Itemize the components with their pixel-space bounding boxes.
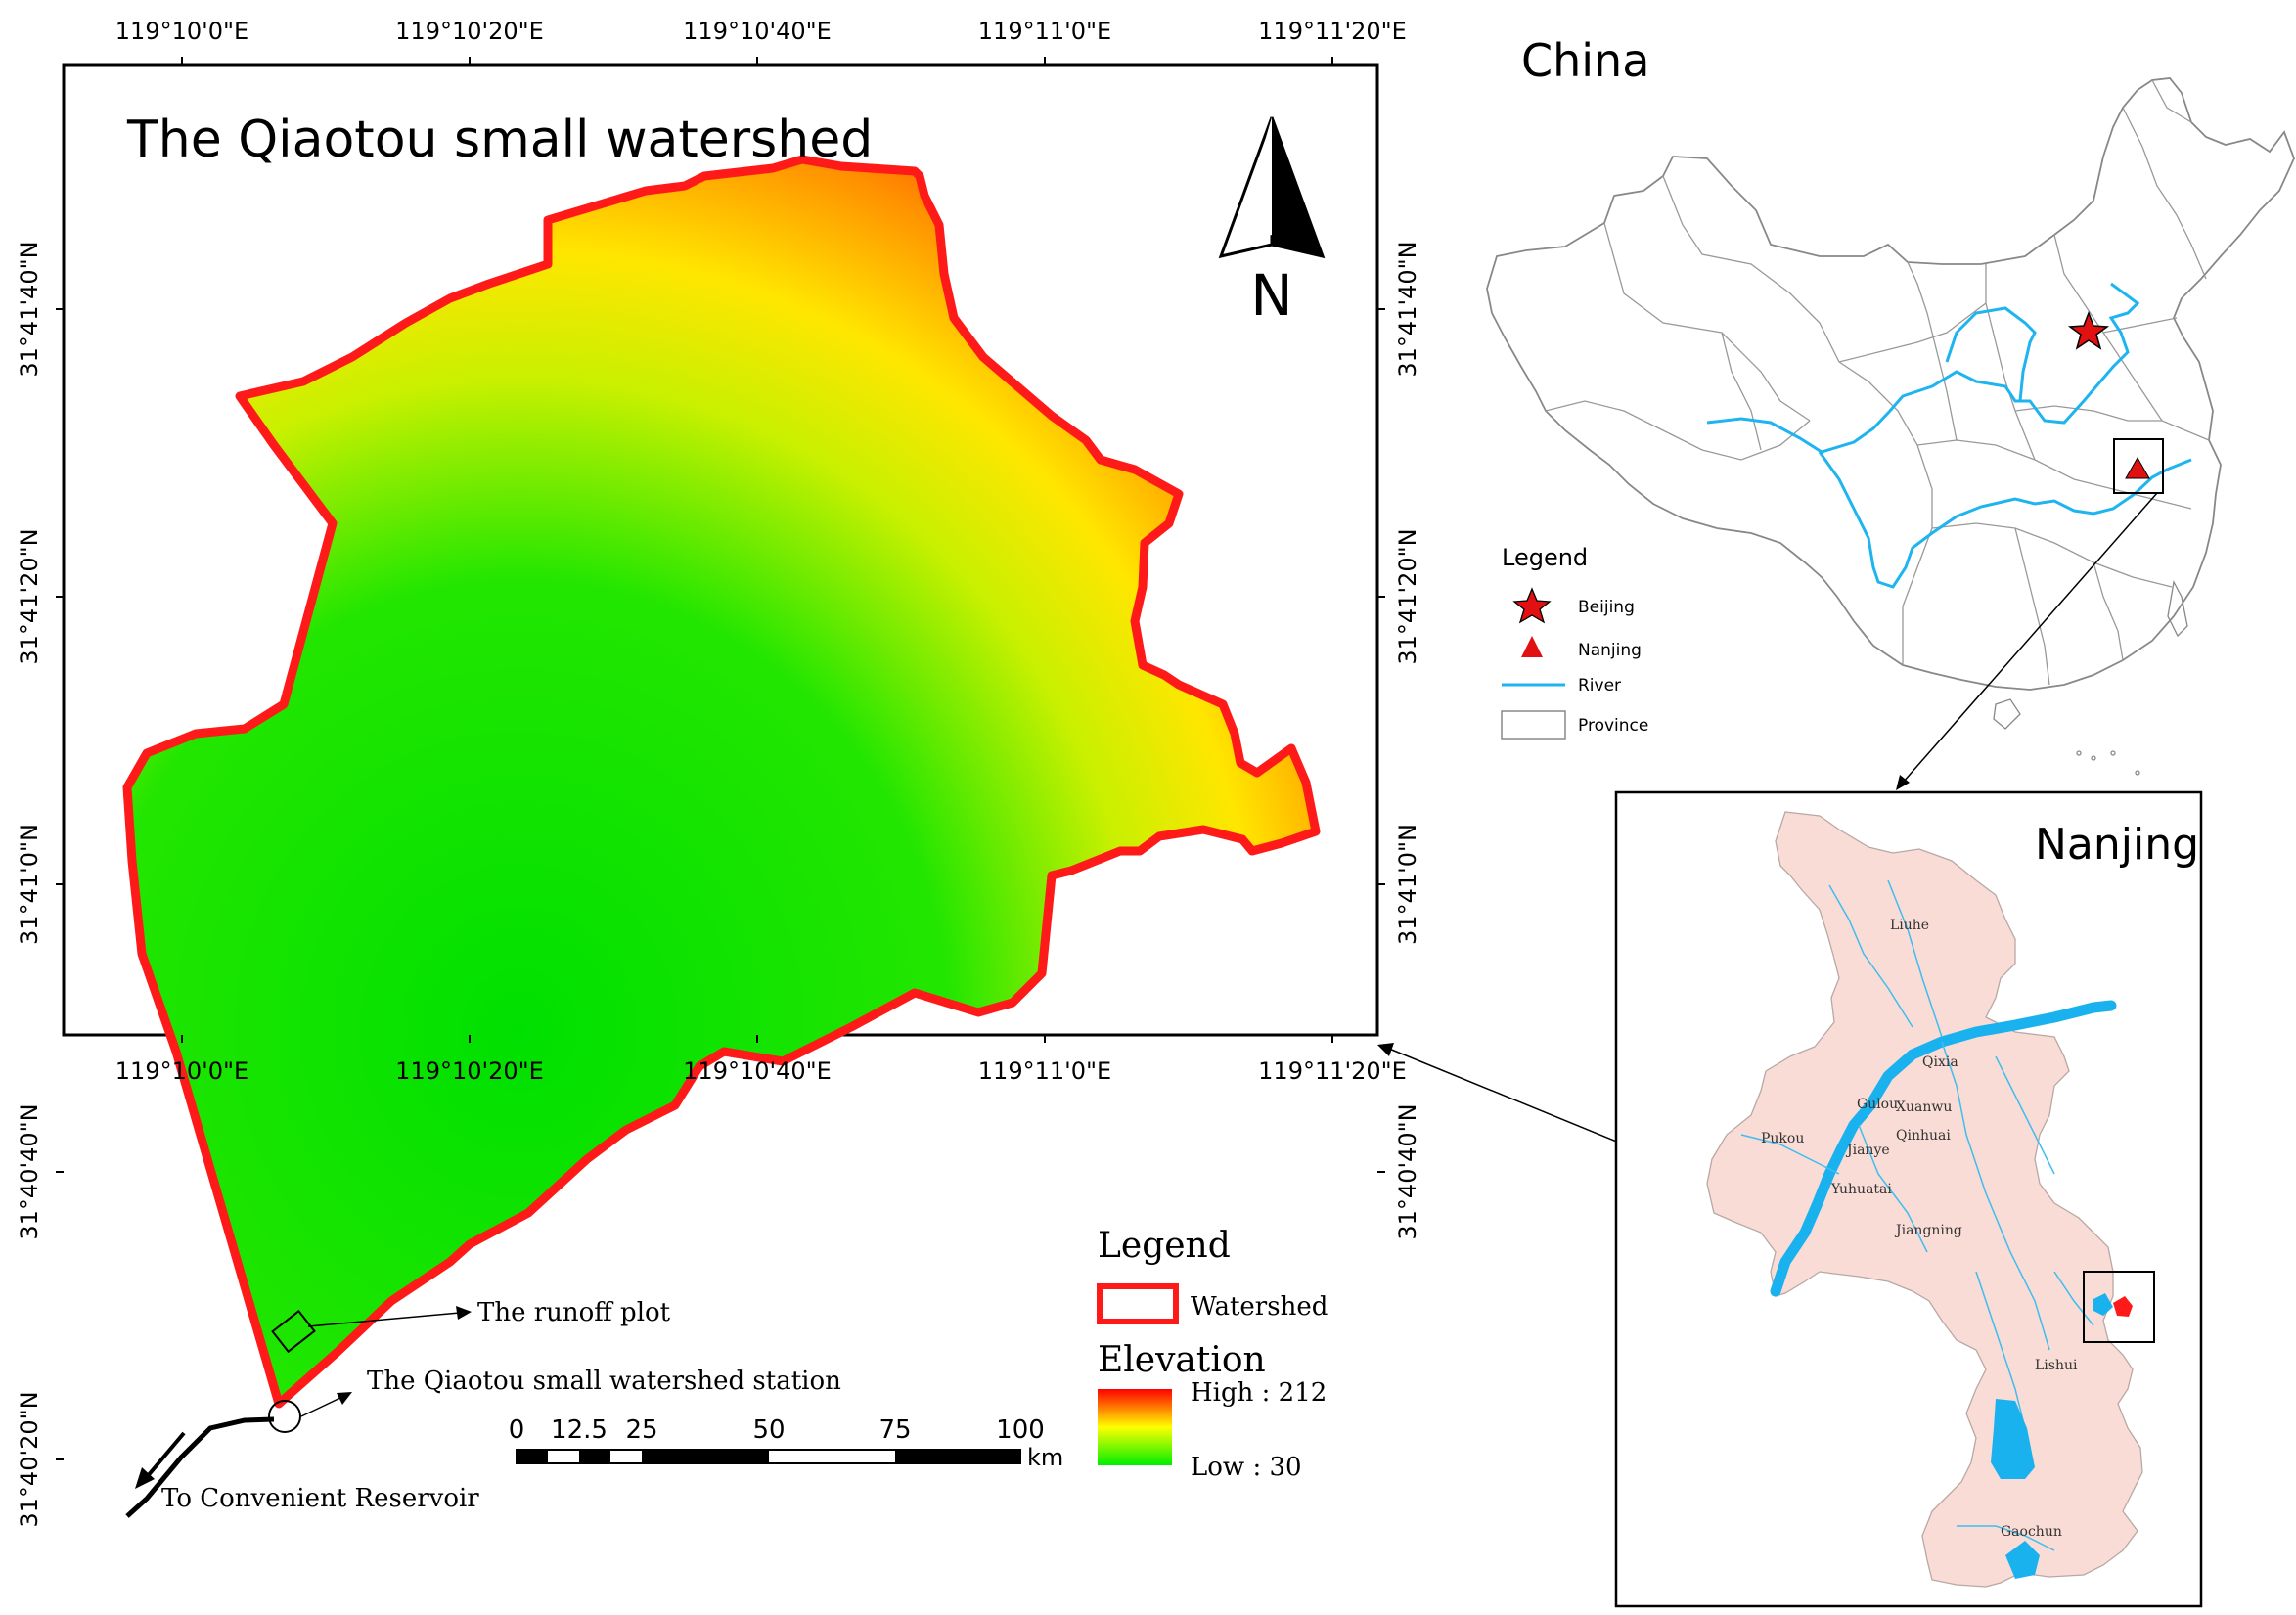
nanjing-boundary: [1706, 811, 2143, 1588]
district-label: Xuanwu: [1896, 1099, 1952, 1115]
left-lat-tick: 31°41'40"N: [16, 241, 43, 377]
top-lon-tick: 119°11'20"E: [1258, 18, 1407, 45]
nanjing-triangle-icon: [2125, 456, 2150, 479]
bottom-lon-tick: 119°10'40"E: [683, 1057, 832, 1085]
tributaries: [1740, 879, 2094, 1551]
bottom-longitude-ticks: 119°10'0"E 119°10'20"E 119°10'40"E 119°1…: [115, 1035, 1407, 1085]
right-lat-tick: 31°40'40"N: [1394, 1103, 1421, 1239]
coastal-islands: [1993, 580, 2188, 776]
top-lon-tick: 119°11'0"E: [978, 18, 1111, 45]
district-label: Liuhe: [1890, 918, 1929, 933]
nanjing-map: Nanjing Liuhe Qixia Gulou Xuanwu: [1614, 790, 2203, 1608]
district-label: Qixia: [1922, 1054, 1958, 1070]
bottom-lon-tick: 119°10'0"E: [115, 1057, 248, 1085]
beijing-legend-icon: [1512, 587, 1552, 624]
district-label: Gulou: [1857, 1097, 1898, 1112]
scale-tick: 0: [509, 1415, 525, 1445]
station-label: The Qiaotou small watershed station: [367, 1367, 841, 1396]
district-label: Qinhuai: [1896, 1128, 1951, 1144]
district-label: Jianye: [1845, 1143, 1890, 1158]
runoff-plot-label: The runoff plot: [477, 1298, 671, 1327]
china-legend-title: Legend: [1502, 544, 1588, 571]
left-lat-tick: 31°41'0"N: [16, 824, 43, 945]
district-label: Jiangning: [1894, 1223, 1962, 1238]
china-title: China: [1521, 34, 1649, 87]
watershed-locator-box: [2083, 1271, 2155, 1343]
district-label: Pukou: [1761, 1131, 1804, 1146]
elevation-high-label: High : 212: [1191, 1378, 1327, 1408]
watershed-elevation-raster: [122, 155, 1321, 1409]
left-lat-tick: 31°41'20"N: [16, 528, 43, 664]
china-to-nanjing-leader: [1902, 492, 2158, 784]
district-label: Yuhuatai: [1830, 1182, 1892, 1197]
top-longitude-ticks: 119°10'0"E 119°10'20"E 119°10'40"E 119°1…: [115, 18, 1407, 65]
elevation-ramp: [1098, 1389, 1172, 1465]
legend-title: Legend: [1098, 1226, 1231, 1266]
right-lat-tick: 31°41'40"N: [1394, 241, 1421, 377]
elevation-low-label: Low : 30: [1191, 1453, 1302, 1482]
china-map: China: [1486, 34, 2295, 790]
scale-tick: 25: [625, 1415, 657, 1445]
main-map-title: The Qiaotou small watershed: [126, 111, 873, 169]
province-legend-label: Province: [1578, 716, 1648, 736]
left-lat-tick: 31°40'40"N: [16, 1103, 43, 1239]
top-lon-tick: 119°10'0"E: [115, 18, 248, 45]
right-lat-tick: 31°41'20"N: [1394, 528, 1421, 664]
watershed-locator-icon: [2113, 1296, 2133, 1317]
scale-tick: 50: [752, 1415, 785, 1445]
yangtze-river: [1770, 1000, 2117, 1297]
district-label: Lishui: [2035, 1358, 2078, 1373]
province-legend-swatch: [1501, 710, 1566, 740]
main-map: The Qiaotou small watershed N 119°10'0"E…: [16, 18, 2080, 1528]
district-label: Gaochun: [2001, 1524, 2062, 1540]
scale-tick: 75: [878, 1415, 911, 1445]
small-reservoir: [2093, 1293, 2113, 1316]
river-legend-label: River: [1578, 676, 1621, 695]
runoff-plot-marker: The runoff plot: [271, 1298, 671, 1354]
right-lat-tick: 31°41'0"N: [1394, 824, 1421, 945]
north-arrow-icon: N: [1218, 116, 1326, 329]
station-marker: The Qiaotou small watershed station: [268, 1367, 841, 1433]
beijing-star-icon: [2067, 310, 2110, 350]
scale-bar: 0 12.5 25 50 75 100 km: [509, 1415, 1064, 1471]
gucheng-lake: [2005, 1541, 2040, 1579]
elevation-title: Elevation: [1098, 1340, 1266, 1380]
china-legend: Legend Beijing Nanjing River Province: [1501, 544, 1648, 740]
nanjing-legend-label: Nanjing: [1578, 641, 1642, 660]
nanjing-locator-box: [2113, 438, 2164, 494]
watershed-swatch: [1097, 1283, 1179, 1324]
river-lines: [1706, 282, 2192, 589]
nanjing-title: Nanjing: [2035, 820, 2199, 870]
beijing-legend-label: Beijing: [1578, 598, 1635, 617]
scale-unit: km: [1027, 1444, 1063, 1471]
scale-tick: 12.5: [551, 1415, 608, 1445]
china-outline: [1486, 77, 2295, 691]
bottom-lon-tick: 119°11'20"E: [1258, 1057, 1407, 1085]
right-latitude-ticks: 31°41'40"N 31°41'20"N 31°41'0"N 31°40'40…: [1377, 241, 1421, 1240]
main-map-legend: Legend Watershed Elevation High : 212 Lo…: [1097, 1226, 1328, 1482]
china-leader-arrowhead: [1896, 775, 1910, 790]
top-lon-tick: 119°10'20"E: [395, 18, 544, 45]
watershed-legend-label: Watershed: [1191, 1292, 1328, 1322]
shijiu-lake: [1991, 1399, 2035, 1479]
reservoir-label: To Convenient Reservoir: [161, 1484, 479, 1513]
left-latitude-ticks: 31°41'40"N 31°41'20"N 31°41'0"N 31°40'40…: [16, 241, 64, 1528]
bottom-lon-tick: 119°10'20"E: [395, 1057, 544, 1085]
top-lon-tick: 119°10'40"E: [683, 18, 832, 45]
scale-tick: 100: [996, 1415, 1045, 1445]
north-label: N: [1250, 262, 1292, 329]
nanjing-legend-icon: [1521, 636, 1543, 657]
bottom-lon-tick: 119°11'0"E: [978, 1057, 1111, 1085]
leader-arrowhead: [1377, 1043, 1394, 1056]
left-lat-tick: 31°40'20"N: [16, 1391, 43, 1527]
reservoir-road: To Convenient Reservoir: [125, 1416, 479, 1518]
